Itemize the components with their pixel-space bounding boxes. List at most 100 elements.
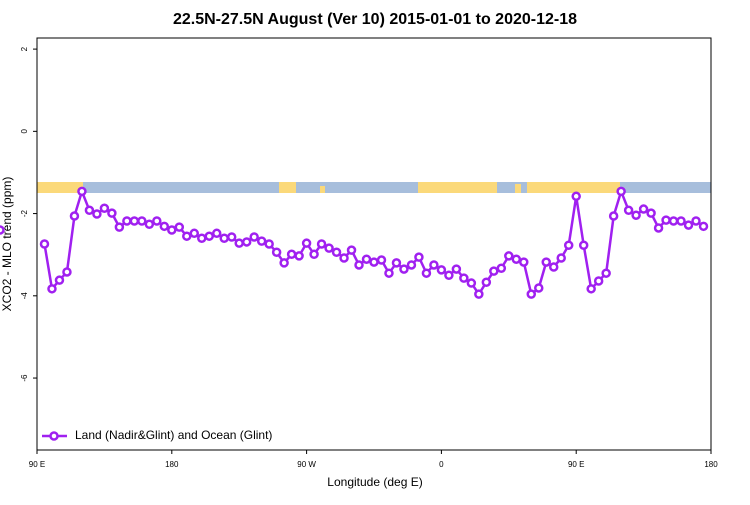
data-point bbox=[571, 191, 581, 202]
data-point bbox=[481, 277, 492, 287]
data-point bbox=[316, 239, 327, 249]
data-point bbox=[294, 251, 304, 261]
x-tick-label: 0 bbox=[439, 460, 444, 469]
data-point bbox=[264, 239, 274, 249]
data-point bbox=[197, 233, 207, 243]
data-point bbox=[226, 232, 237, 242]
data-point bbox=[593, 276, 604, 286]
data-point bbox=[638, 204, 649, 214]
data-point bbox=[339, 253, 349, 263]
data-point bbox=[563, 240, 574, 250]
data-point bbox=[691, 216, 701, 226]
data-point bbox=[47, 284, 57, 294]
data-point bbox=[92, 209, 102, 219]
data-point bbox=[661, 215, 671, 225]
data-point bbox=[436, 265, 447, 275]
x-tick-label: 180 bbox=[704, 460, 718, 469]
data-point bbox=[122, 216, 132, 226]
data-point bbox=[534, 283, 544, 293]
y-tick-label: -2 bbox=[20, 209, 29, 217]
data-point bbox=[144, 219, 155, 230]
data-point bbox=[0, 225, 5, 235]
data-point bbox=[646, 208, 656, 218]
data-point bbox=[451, 264, 462, 274]
data-point bbox=[466, 278, 477, 288]
data-point bbox=[354, 260, 364, 270]
data-point bbox=[384, 268, 394, 278]
data-point bbox=[653, 223, 664, 233]
data-point bbox=[271, 247, 282, 257]
data-point bbox=[496, 263, 507, 274]
data-point bbox=[608, 211, 619, 221]
data-point bbox=[129, 216, 140, 226]
y-tick-label: -4 bbox=[20, 292, 29, 300]
data-point bbox=[421, 268, 432, 278]
data-point bbox=[526, 289, 537, 299]
data-point bbox=[301, 238, 312, 248]
data-point bbox=[601, 268, 611, 278]
data-point bbox=[324, 243, 334, 253]
x-tick-label: 180 bbox=[165, 460, 179, 469]
data-point bbox=[474, 289, 484, 299]
data-point bbox=[174, 222, 185, 232]
data-point bbox=[84, 205, 95, 216]
data-point bbox=[489, 266, 499, 276]
plot-frame bbox=[36, 37, 712, 451]
data-point bbox=[414, 252, 424, 262]
data-point bbox=[578, 240, 589, 250]
data-point bbox=[279, 258, 289, 268]
data-point bbox=[69, 211, 80, 221]
data-point bbox=[152, 216, 162, 226]
land-ocean-strip bbox=[37, 182, 711, 193]
data-point bbox=[616, 186, 626, 197]
data-point bbox=[631, 210, 641, 220]
data-point bbox=[234, 238, 244, 248]
data-point bbox=[62, 267, 72, 277]
y-tick-label: 2 bbox=[20, 46, 29, 51]
data-point bbox=[114, 222, 125, 232]
data-point bbox=[77, 186, 87, 197]
data-point bbox=[376, 255, 387, 265]
data-point bbox=[668, 216, 679, 226]
data-point bbox=[159, 221, 170, 232]
chart-title: 22.5N-27.5N August (Ver 10) 2015-01-01 t… bbox=[173, 11, 577, 28]
data-point bbox=[249, 232, 259, 242]
data-point bbox=[623, 205, 634, 216]
data-point bbox=[211, 228, 222, 239]
data-point bbox=[107, 208, 117, 218]
data-point bbox=[548, 262, 559, 272]
legend-marker bbox=[49, 431, 59, 441]
data-point bbox=[309, 249, 319, 260]
series-line bbox=[43, 187, 705, 297]
data-point bbox=[331, 247, 342, 257]
data-point bbox=[346, 245, 357, 255]
data-point bbox=[391, 258, 402, 268]
data-point bbox=[256, 236, 267, 246]
data-point bbox=[182, 231, 192, 241]
data-point bbox=[369, 257, 379, 267]
data-point bbox=[39, 239, 50, 249]
data-point bbox=[167, 225, 177, 235]
x-tick-label: 90 W bbox=[297, 460, 316, 469]
data-point bbox=[504, 251, 514, 261]
data-point bbox=[683, 220, 694, 230]
data-point bbox=[459, 273, 469, 283]
data-point bbox=[406, 260, 417, 270]
data-point bbox=[189, 228, 200, 239]
data-point bbox=[444, 270, 454, 280]
data-point bbox=[698, 221, 709, 232]
data-point bbox=[511, 254, 522, 264]
data-point bbox=[399, 264, 409, 274]
data-point bbox=[241, 237, 252, 247]
y-tick-label: -6 bbox=[20, 374, 29, 382]
data-point bbox=[54, 275, 65, 285]
data-point bbox=[556, 253, 566, 263]
data-point bbox=[519, 257, 529, 267]
y-tick-label: 0 bbox=[20, 129, 29, 134]
data-point bbox=[676, 216, 686, 226]
data-point bbox=[99, 203, 110, 213]
x-tick-label: 90 E bbox=[568, 460, 584, 469]
legend-label: Land (Nadir&Glint) and Ocean (Glint) bbox=[75, 428, 272, 442]
data-point bbox=[204, 231, 214, 241]
